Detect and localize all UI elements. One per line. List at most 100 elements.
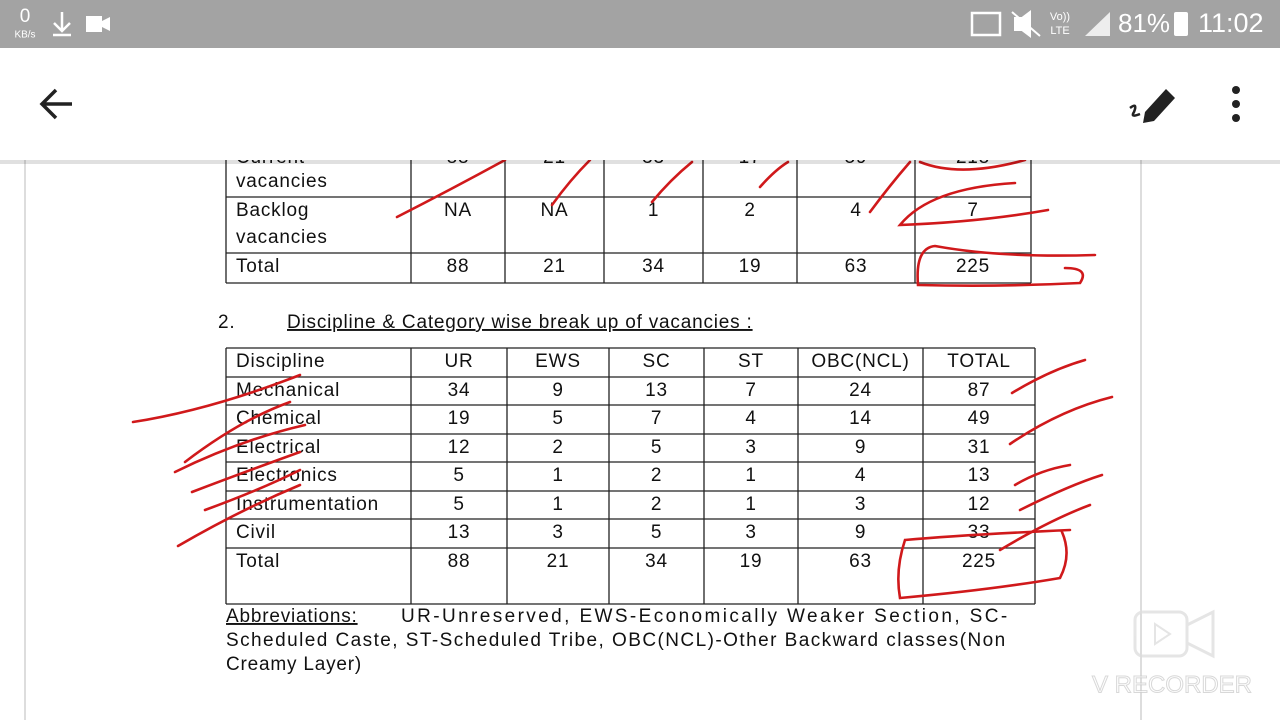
time: 11:02 [1198,8,1264,38]
row-label: Mechanical [236,380,340,401]
edit-button[interactable] [1129,89,1175,123]
abbrev-label: Abbreviations: [226,606,358,627]
pen-stroke [203,468,302,512]
abbrev-line: Scheduled Caste, ST-Scheduled Tribe, OBC… [226,630,1006,651]
speed-unit: KB/s [14,30,35,41]
watermark: V RECORDER [1091,609,1253,699]
header-cell: Discipline [236,351,325,372]
back-button[interactable] [39,88,72,120]
header-cell: SC [643,351,671,372]
cell: 1 [745,494,756,515]
pen-stroke [650,160,694,204]
cell: 9 [552,380,563,401]
pen-stroke [868,160,912,214]
network-sub: LTE [1050,25,1069,37]
mute-icon [1011,10,1041,38]
watermark-text: V RECORDER [1092,671,1252,698]
download-icon [53,12,71,37]
cell: 2 [552,437,563,458]
cell: 19 [739,256,762,277]
cell: 3 [745,437,756,458]
cell: 3 [552,522,563,543]
row-label: Chemical [236,408,322,429]
document: 2. Discipline & Category wise break up o… [24,129,1142,720]
watermark-icon [1185,609,1215,659]
header-cell: ST [738,351,764,372]
pen-stroke [131,373,302,424]
cell: 2 [651,494,662,515]
more-button[interactable] [1232,86,1240,122]
cell: 63 [849,551,872,572]
cast-icon [970,11,1002,37]
cell: NA [444,200,472,221]
cell: 87 [968,380,991,401]
header-cell: EWS [535,351,581,372]
header-cell: OBC(NCL) [811,351,909,372]
cell: 13 [645,380,668,401]
handwritten-marks [131,158,1114,600]
cell: 19 [448,408,471,429]
cell: 31 [968,437,991,458]
pen-stroke [1008,395,1114,446]
cell: 13 [968,465,991,486]
signal-icon [1085,12,1110,36]
cell: 1 [648,200,659,221]
cell: 34 [642,256,665,277]
speed: 0 [20,6,31,27]
cell: 5 [651,437,662,458]
dot [1232,100,1240,108]
cell: 88 [448,551,471,572]
row-label: Civil [236,522,276,543]
table-lines [225,129,1036,605]
cell: 7 [745,380,756,401]
battery: 81% [1118,8,1170,38]
cell: 1 [552,494,563,515]
pen-stroke [395,158,507,219]
cell: 3 [855,494,866,515]
abbrev-line: UR-Unreserved, EWS-Economically Weaker S… [401,606,1008,627]
cell: 24 [849,380,872,401]
cell: 14 [849,408,872,429]
abbrev-line: Creamy Layer) [226,654,362,675]
pen-stroke [758,160,790,189]
cell: 4 [850,200,861,221]
cell: 1 [745,465,756,486]
section-title: Discipline & Category wise break up of v… [287,312,753,333]
cell: 49 [968,408,991,429]
cell: 2 [744,200,755,221]
cell: 34 [645,551,668,572]
cell: 225 [956,256,990,277]
dot [1232,86,1240,94]
cell: 3 [745,522,756,543]
cell: 7 [651,408,662,429]
pen-stroke [550,158,592,207]
cell: 5 [453,494,464,515]
pen-stroke [897,181,1050,227]
pen-stroke [918,158,1027,171]
cell: 63 [845,256,868,277]
header-cell: TOTAL [947,351,1010,372]
cell: 4 [855,465,866,486]
pen-stroke [1010,358,1087,395]
header-cell: UR [444,351,473,372]
pen-stroke [190,450,302,494]
cell: 225 [962,551,996,572]
pen-stroke [998,503,1092,552]
row-label: vacancies [236,227,328,248]
cell: 13 [448,522,471,543]
row-label: Total [236,256,280,277]
cell: 12 [448,437,471,458]
cell: 9 [855,437,866,458]
cell: 34 [448,380,471,401]
cell: 21 [547,551,570,572]
toolbar-shadow [0,160,1280,164]
cell: 1 [552,465,563,486]
pen-stroke [916,244,1097,287]
network: Vo)) [1050,11,1070,23]
status-bar: 0 KB/s Vo)) LTE 81% 11:02 [0,0,1280,48]
cell: 9 [855,522,866,543]
row-label: Total [236,551,280,572]
